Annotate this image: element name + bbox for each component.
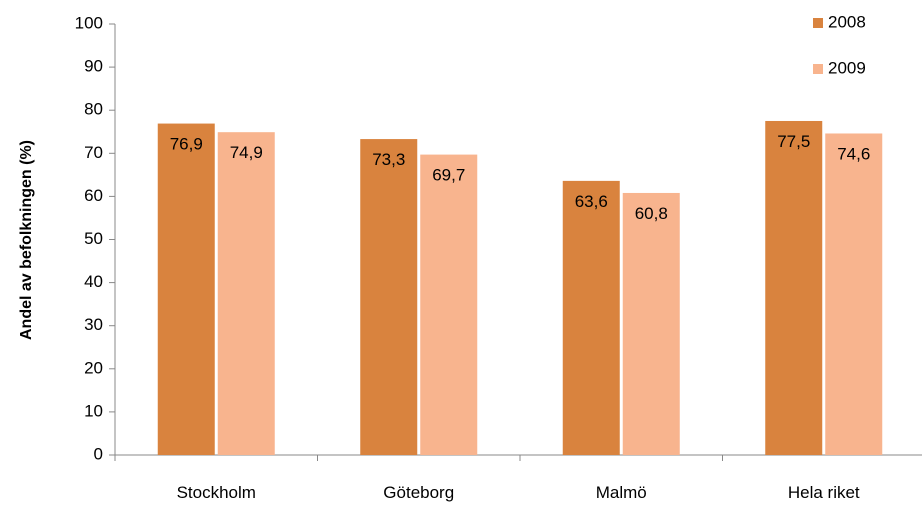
legend: 2008 2009 — [813, 12, 866, 77]
bar — [622, 192, 680, 455]
y-tick-label: 20 — [84, 358, 103, 377]
bars: 76,9 74,9 73,3 69,7 63,6 60,8 77,5 74,6 — [157, 120, 883, 455]
x-tick-label: Stockholm — [177, 483, 256, 502]
y-tick-label: 0 — [94, 444, 103, 463]
x-tick-label: Göteborg — [383, 483, 454, 502]
legend-label: 2008 — [828, 12, 866, 31]
y-tick-label: 80 — [84, 100, 103, 119]
data-label: 63,6 — [575, 192, 608, 211]
data-label: 77,5 — [777, 132, 810, 151]
y-tick-label: 50 — [84, 229, 103, 248]
data-label: 73,3 — [372, 150, 405, 169]
y-tick-label: 90 — [84, 57, 103, 76]
bar — [157, 123, 215, 455]
bar — [217, 132, 275, 455]
x-tick-label: Malmö — [596, 483, 647, 502]
axes: 0 10 20 30 40 50 60 70 80 90 100 Stockholm Göteborg M… — [75, 13, 922, 502]
y-tick-label: 70 — [84, 143, 103, 162]
y-tick-label: 60 — [84, 186, 103, 205]
data-label: 74,9 — [230, 143, 263, 162]
y-axis-label: Andel av befolkningen (%) — [18, 140, 35, 340]
bar — [765, 120, 823, 455]
y-tick-label: 10 — [84, 401, 103, 420]
legend-label: 2009 — [828, 58, 866, 77]
data-label: 60,8 — [635, 204, 668, 223]
x-tick-label: Hela riket — [788, 483, 860, 502]
bar — [360, 139, 418, 455]
data-label: 76,9 — [170, 135, 203, 154]
y-tick-label: 30 — [84, 315, 103, 334]
legend-swatch — [813, 64, 823, 74]
bar — [562, 180, 620, 455]
y-tick-label: 40 — [84, 272, 103, 291]
data-label: 69,7 — [432, 166, 465, 185]
bar — [825, 133, 883, 455]
legend-swatch — [813, 18, 823, 28]
bar — [420, 154, 478, 455]
data-label: 74,6 — [837, 144, 870, 163]
y-tick-label: 100 — [75, 13, 103, 32]
